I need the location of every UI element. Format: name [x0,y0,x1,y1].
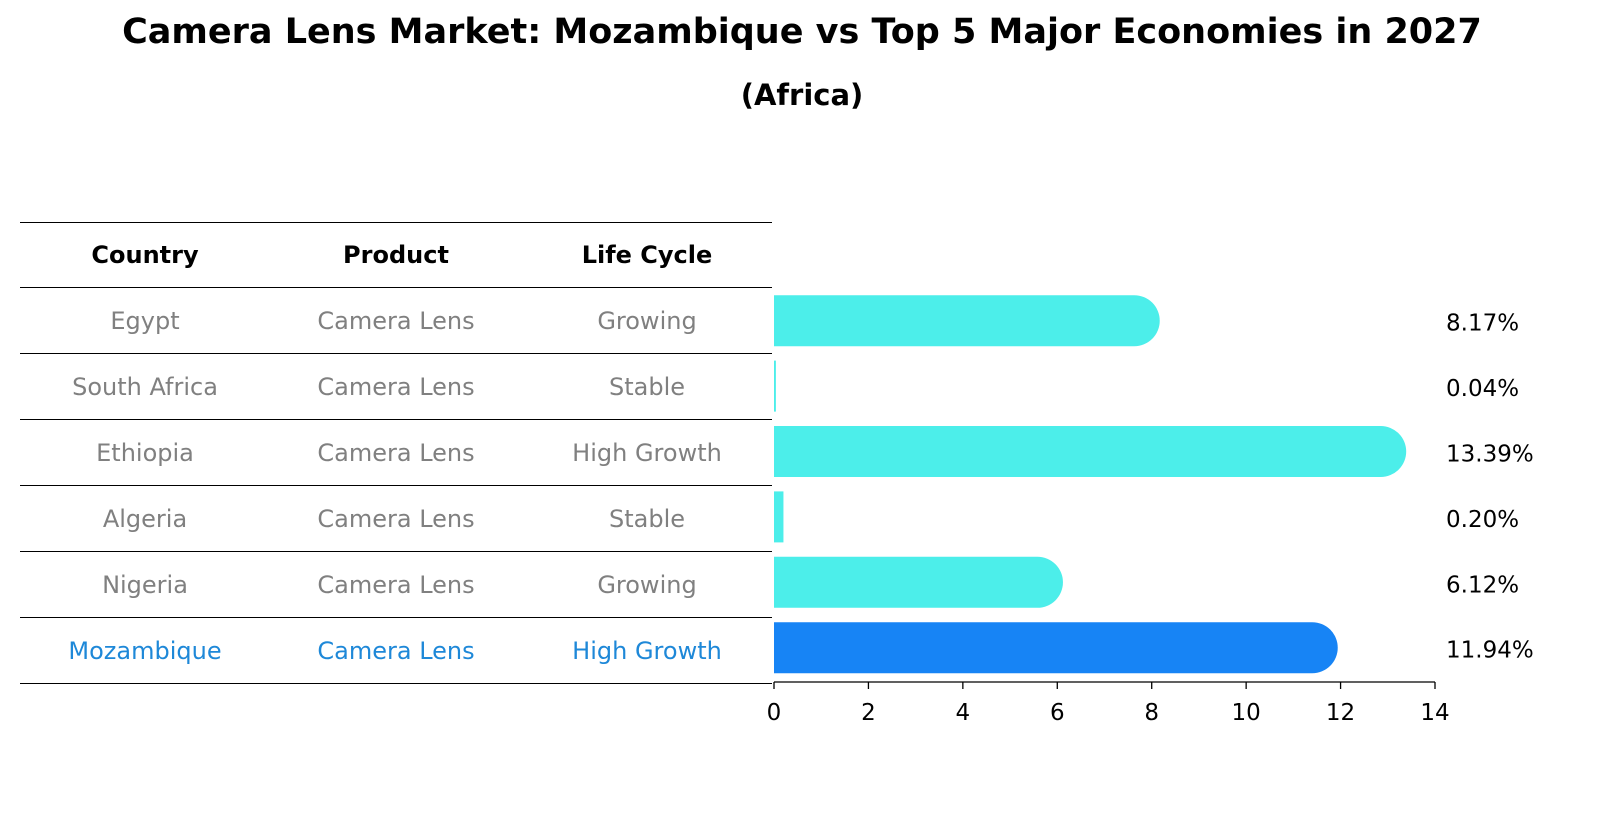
chart-title: Camera Lens Market: Mozambique vs Top 5 … [122,12,1482,52]
x-tick-label: 8 [1144,700,1159,726]
bar-mozambique [774,622,1338,674]
market-table: Country Product Life Cycle Egypt Camera … [20,222,772,684]
product-cell: Camera Lens [317,438,475,467]
table-row: South Africa Camera Lens Stable [20,354,772,420]
life-cycle-cell: Stable [608,372,686,401]
bar-nigeria [774,556,1063,608]
table-header-row: Country Product Life Cycle [20,222,772,288]
bar-ethiopia [774,426,1407,477]
bar-algeria [774,491,784,543]
product-cell: Camera Lens [317,306,475,335]
x-tick-label: 4 [956,700,971,726]
product-cell: Camera Lens [317,504,475,533]
header-country: Country [91,241,199,269]
life-cycle-cell: High Growth [572,636,722,665]
country-cell: South Africa [72,372,218,401]
table-row-highlight: Mozambique Camera Lens High Growth [20,618,772,684]
value-label: 0.20% [1446,507,1519,533]
table-row: Egypt Camera Lens Growing [20,288,772,354]
table-row: Algeria Camera Lens Stable [20,486,772,552]
country-cell: Egypt [110,306,180,335]
table-row: Ethiopia Camera Lens High Growth [20,420,772,486]
value-label: 13.39% [1446,442,1534,468]
value-label: 6.12% [1446,572,1519,598]
value-label: 8.17% [1446,311,1519,337]
x-tick-label: 0 [767,700,782,726]
header-life-cycle: Life Cycle [581,241,713,269]
x-tick-label: 10 [1232,700,1261,726]
x-tick-label: 14 [1420,700,1449,726]
life-cycle-cell: Growing [597,570,697,599]
chart-subtitle: (Africa) [740,78,864,112]
country-cell: Algeria [102,504,188,533]
product-cell: Camera Lens [317,636,475,665]
bar-south-africa [774,360,776,412]
value-label: 0.04% [1446,376,1519,402]
country-cell: Mozambique [68,636,222,665]
life-cycle-cell: Growing [597,306,697,335]
country-cell: Ethiopia [96,438,194,467]
bar-egypt [774,295,1160,347]
country-cell: Nigeria [102,570,188,599]
x-tick-label: 12 [1326,700,1355,726]
x-tick-label: 6 [1050,700,1065,726]
product-cell: Camera Lens [317,372,475,401]
table-row: Nigeria Camera Lens Growing [20,552,772,618]
life-cycle-cell: High Growth [572,438,722,467]
product-cell: Camera Lens [317,570,475,599]
life-cycle-cell: Stable [608,504,686,533]
header-product: Product [343,241,449,269]
value-label: 11.94% [1446,638,1534,664]
x-tick-label: 2 [861,700,876,726]
